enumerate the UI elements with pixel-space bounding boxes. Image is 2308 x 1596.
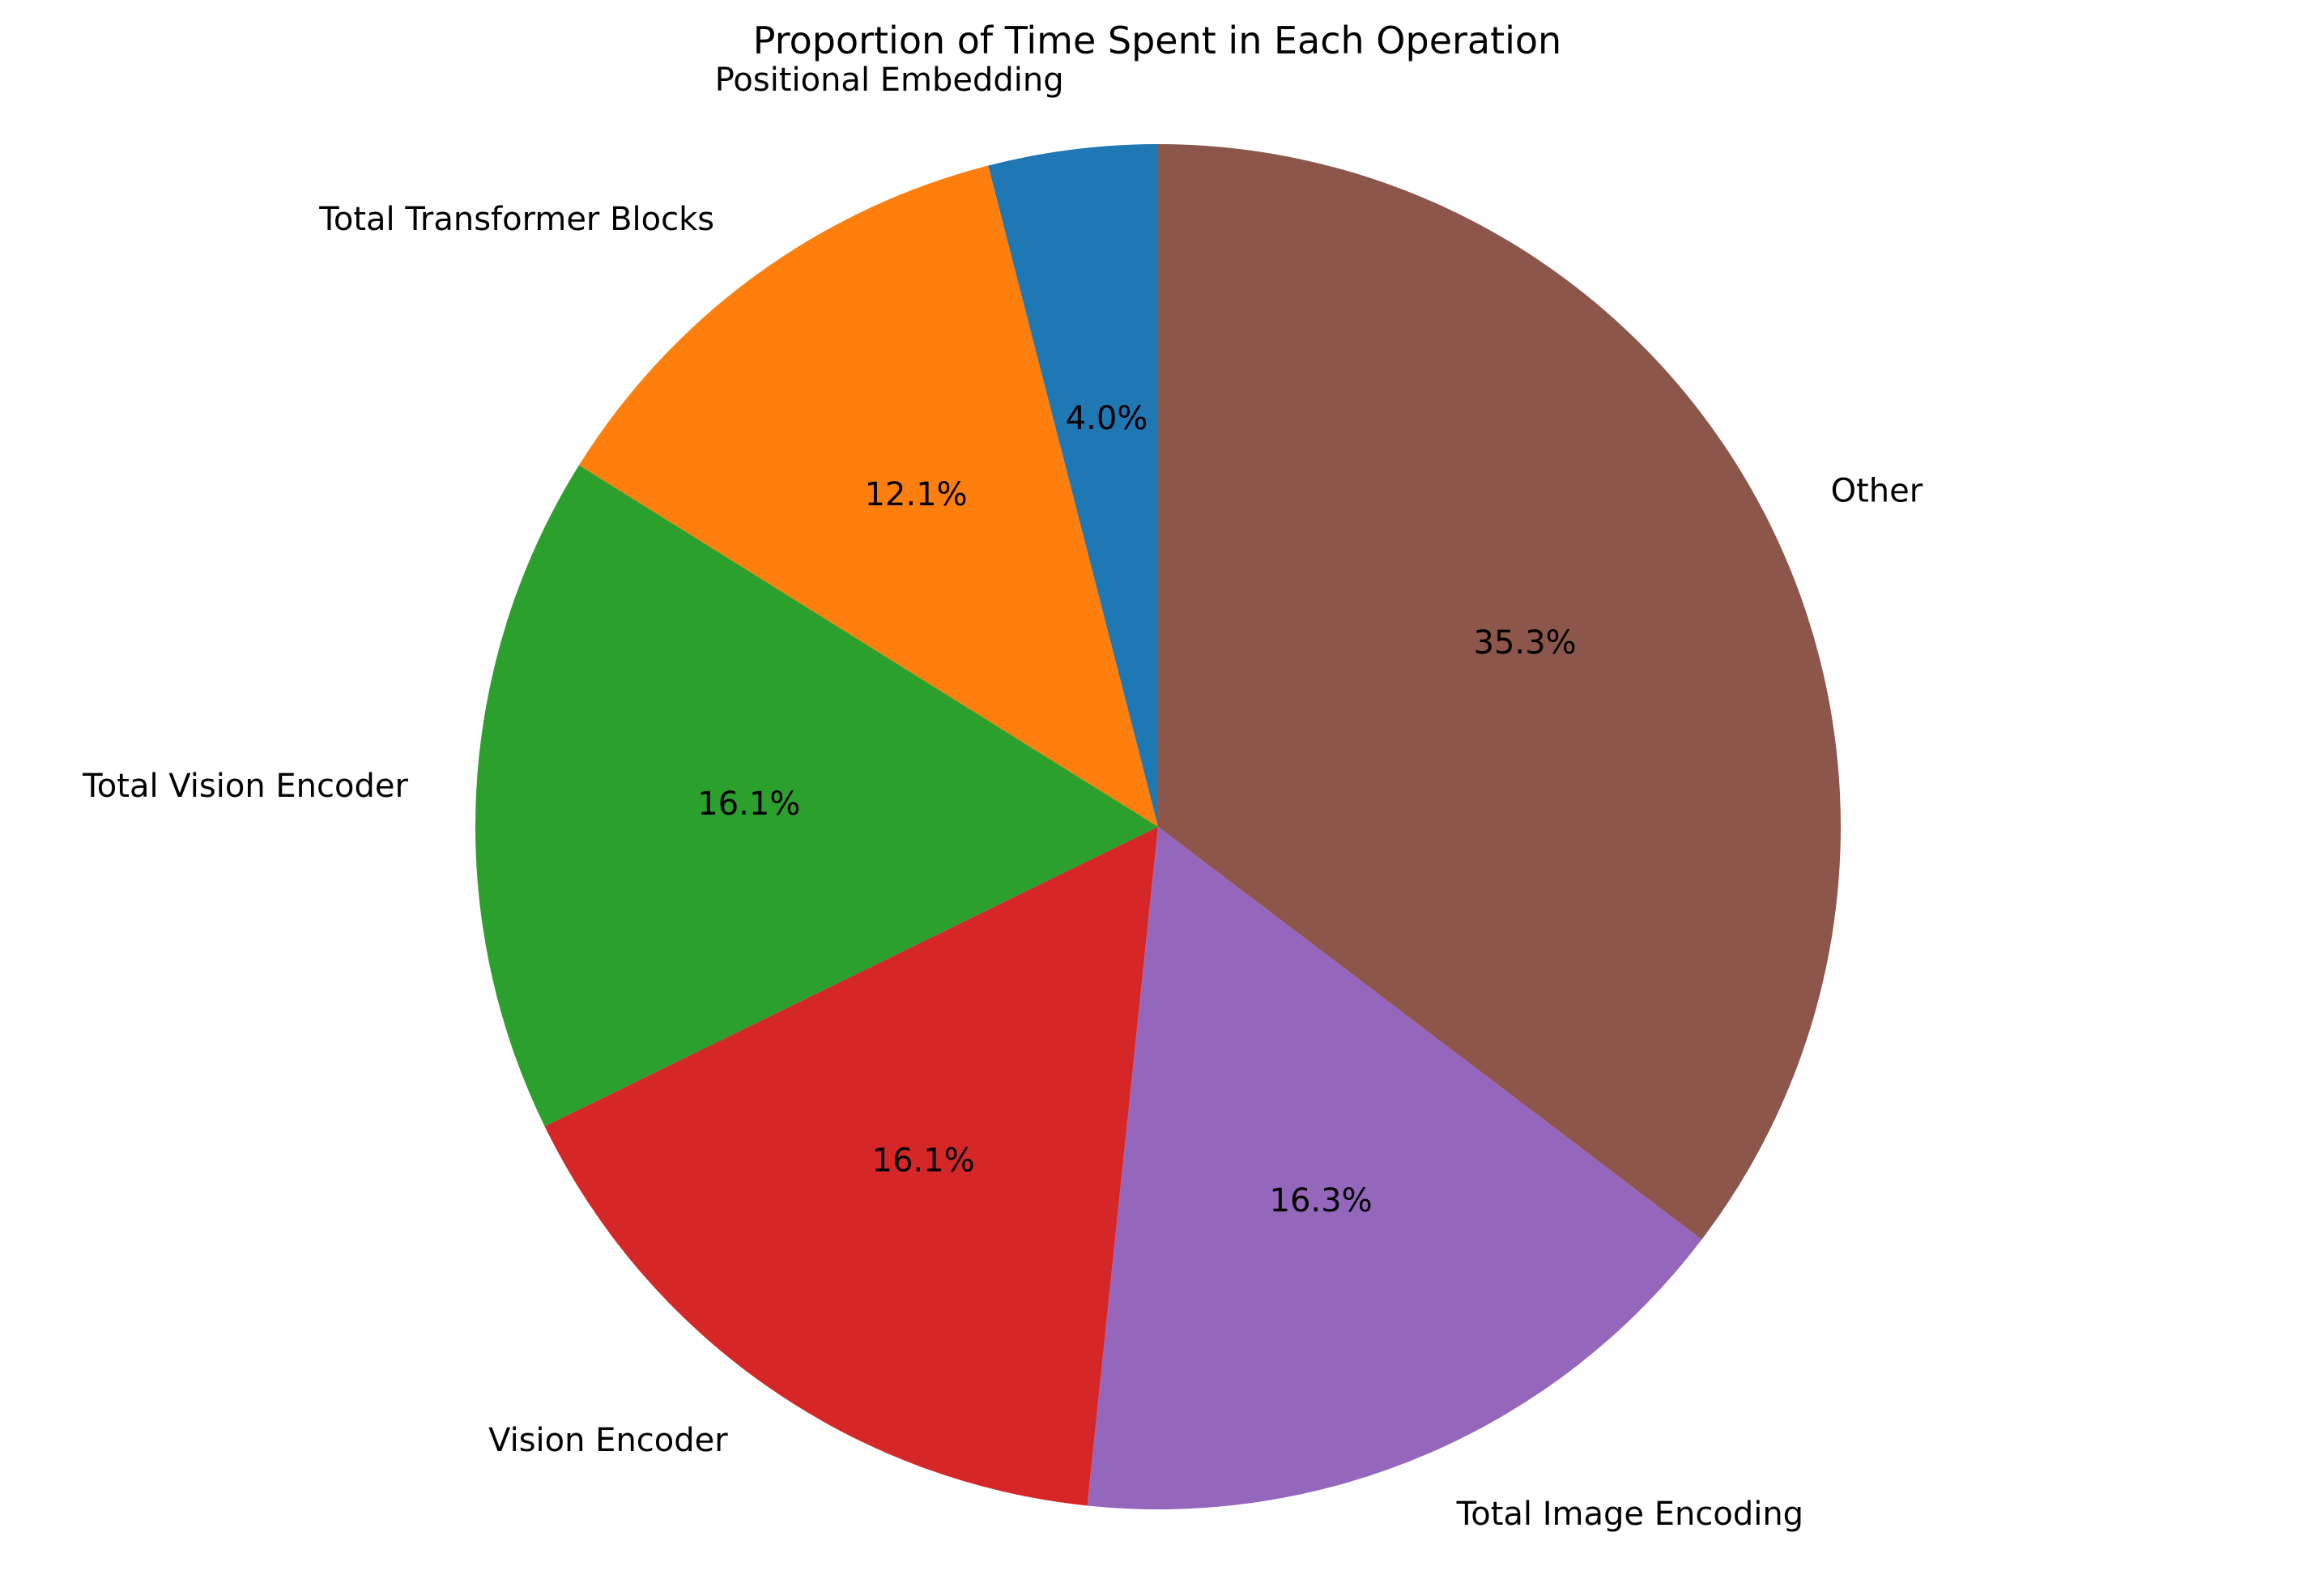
percent-label-positional-embedding: 4.0%: [1066, 400, 1148, 437]
pie-slice-positional-embedding: [988, 144, 1158, 827]
percent-label-total-vision-encoder: 16.1%: [697, 785, 800, 823]
pie-labels: Positional Embedding 4.0% Total Transforme…: [82, 62, 1923, 1533]
slice-label-other: Other: [1831, 473, 1923, 510]
percent-label-total-image-encoding: 16.3%: [1270, 1182, 1373, 1219]
pie-slice-other: [1158, 144, 1842, 1240]
pie-slice-vision-encoder: [544, 827, 1158, 1506]
pie-slice-total-transformer-blocks: [578, 165, 1158, 827]
percent-label-vision-encoder: 16.1%: [872, 1143, 975, 1180]
pie-slice-total-vision-encoder: [475, 465, 1158, 1127]
slice-label-total-image-encoding: Total Image Encoding: [1456, 1496, 1803, 1533]
slice-label-total-transformer-blocks: Total Transformer Blocks: [318, 201, 714, 238]
chart-title: Proportion of Time Spent in Each Operati…: [753, 19, 1561, 62]
percent-label-other: 35.3%: [1474, 624, 1577, 662]
slice-label-positional-embedding: Positional Embedding: [715, 62, 1064, 99]
slice-label-vision-encoder: Vision Encoder: [488, 1422, 728, 1459]
pie-slice-total-image-encoding: [1087, 827, 1702, 1509]
percent-label-total-transformer-blocks: 12.1%: [865, 476, 968, 513]
pie-slices: [475, 144, 1842, 1509]
slice-label-total-vision-encoder: Total Vision Encoder: [82, 768, 408, 805]
